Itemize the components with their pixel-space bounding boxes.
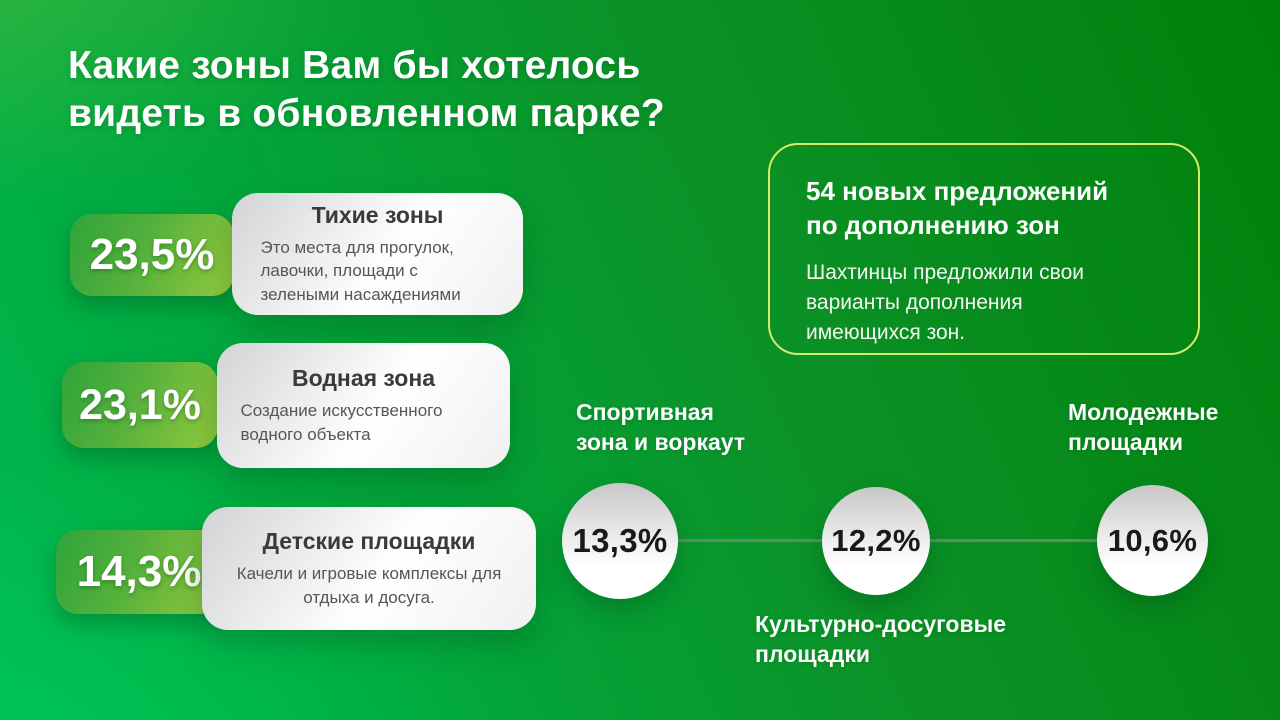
node-label-cultural-playgrounds: Культурно-досуговые площадки <box>755 611 1007 667</box>
zone-card-water-zone: Водная зона Создание искусственного водн… <box>217 343 510 468</box>
percent-badge-water-zone: 23,1% <box>62 362 218 448</box>
page-title: Какие зоны Вам бы хотелось видеть в обно… <box>68 42 665 139</box>
node-label-sport-zone: Спортивная зона и воркаут <box>576 399 746 455</box>
zone-card-title: Тихие зоны <box>311 201 444 228</box>
stat-circle-youth-playgrounds: 10,6% <box>1097 485 1208 596</box>
callout-title-line-2: по дополнению зон <box>806 209 1060 240</box>
percent-value: 14,3% <box>76 547 202 596</box>
zone-card-title: Водная зона <box>291 365 436 392</box>
callout-title-line-1: 54 новых предложений <box>806 176 1109 206</box>
zone-card-description: Качели и игровые комплексы для отдыха и … <box>236 564 502 607</box>
callout-body: Шахтинцы предложили свои варианты дополн… <box>806 260 1084 344</box>
percent-badge-quiet-zones: 23,5% <box>70 214 234 296</box>
circle-percent: 10,6% <box>1107 522 1198 558</box>
percent-value: 23,1% <box>79 380 201 429</box>
zone-card-description: Создание искусственного водного объекта <box>240 401 443 444</box>
page-title-line-1: Какие зоны Вам бы хотелось <box>68 44 641 87</box>
circle-percent: 12,2% <box>831 523 921 558</box>
zone-card-title: Детские площадки <box>262 528 476 555</box>
stat-circle-sport-zone: 13,3% <box>562 483 678 599</box>
zone-card-description: Это места для прогулок, лавочки, площади… <box>260 237 461 304</box>
page-title-line-2: видеть в обновленном парке? <box>68 92 665 136</box>
percent-badge-playgrounds: 14,3% <box>56 530 222 614</box>
connector-line-1 <box>676 539 826 542</box>
callout-title: 54 новых предложений по дополнению зон <box>806 175 1162 243</box>
zone-card-quiet-zones: Тихие зоны Это места для прогулок, лавоч… <box>232 193 523 315</box>
stat-circle-cultural-playgrounds: 12,2% <box>822 487 930 595</box>
percent-value: 23,5% <box>89 230 215 279</box>
callout-box: 54 новых предложений по дополнению зон Ш… <box>768 143 1200 355</box>
node-label-youth-playgrounds: Молодежные площадки <box>1068 399 1219 455</box>
connector-line-2 <box>928 539 1100 542</box>
zone-card-playgrounds: Детские площадки Качели и игровые компле… <box>202 507 536 630</box>
circle-percent: 13,3% <box>572 522 668 559</box>
